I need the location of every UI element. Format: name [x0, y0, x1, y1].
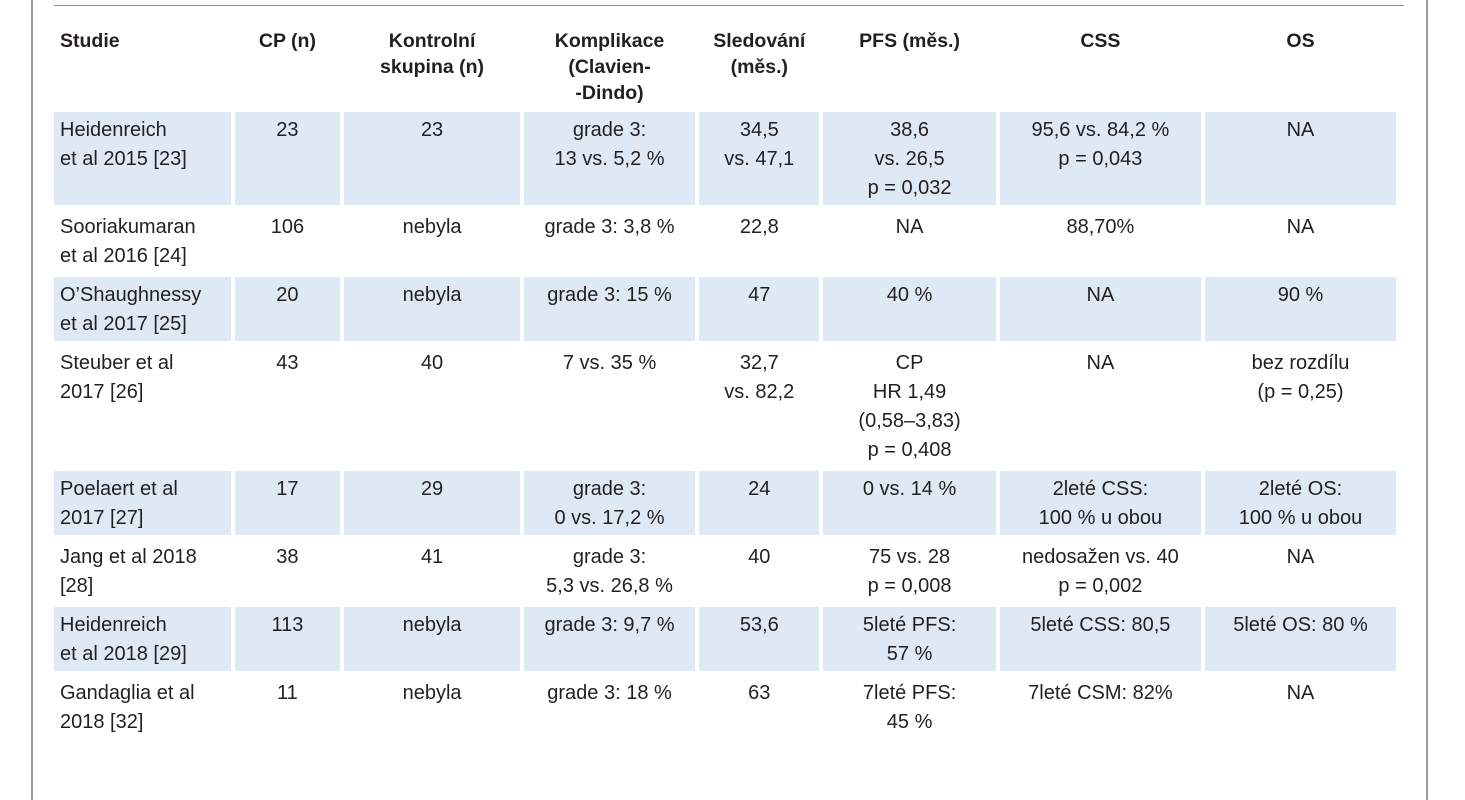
cell-complications: 7 vs. 35 %	[562, 352, 657, 374]
cell-cp: 17	[234, 471, 341, 535]
cell-complications: grade 3: 5,3 vs. 26,8 %	[546, 546, 673, 597]
cell-study: Heidenreich et al 2018 [29]	[54, 607, 231, 671]
cell-os: 2leté OS: 100 % u obou	[1205, 471, 1396, 535]
table-top-rule	[54, 5, 1404, 6]
cell-study: Gandaglia et al 2018 [32]	[60, 682, 195, 733]
cell-pfs: NA	[895, 216, 924, 238]
cell-complications: grade 3: 3,8 %	[544, 216, 675, 238]
cell-os: 5leté OS: 80 %	[1205, 607, 1396, 671]
cell-followup: 24	[699, 471, 820, 535]
header-row: Studie CP (n) Kontrolní skupina (n) Komp…	[54, 22, 1396, 108]
cell-os: NA	[1286, 216, 1315, 238]
cell-control: 29	[344, 471, 520, 535]
cell-os: bez rozdílu (p = 0,25)	[1251, 352, 1350, 403]
cell-followup: 47	[699, 277, 820, 341]
cell-cp: 20	[234, 277, 341, 341]
table-row: Heidenreich et al 2015 [23] 23 23 grade …	[54, 112, 1396, 205]
left-border-line	[31, 0, 33, 800]
cell-cp: 113	[234, 607, 341, 671]
cell-css: NA	[999, 277, 1201, 341]
cell-css: 95,6 vs. 84,2 % p = 0,043	[999, 112, 1201, 205]
cell-study: Jang et al 2018 [28]	[60, 546, 197, 597]
cell-pfs: 0 vs. 14 %	[823, 471, 996, 535]
table-row: Jang et al 2018 [28] 38 41 grade 3: 5,3 …	[54, 539, 1396, 603]
table-row: Gandaglia et al 2018 [32] 11 nebyla grad…	[54, 675, 1396, 739]
studies-table: Studie CP (n) Kontrolní skupina (n) Komp…	[50, 18, 1400, 743]
header-os: OS	[1286, 30, 1315, 52]
header-control-group: Kontrolní skupina (n)	[380, 30, 485, 78]
cell-control: nebyla	[344, 607, 520, 671]
cell-followup: 34,5 vs. 47,1	[699, 112, 820, 205]
cell-cp: 11	[277, 682, 298, 704]
cell-study: Steuber et al 2017 [26]	[60, 352, 174, 403]
header-cp: CP (n)	[258, 30, 316, 52]
cell-followup: 22,8	[739, 216, 779, 238]
cell-followup: 32,7 vs. 82,2	[724, 352, 795, 403]
cell-complications: grade 3: 13 vs. 5,2 %	[523, 112, 696, 205]
cell-study: Heidenreich et al 2015 [23]	[54, 112, 231, 205]
cell-complications: grade 3: 18 %	[547, 682, 672, 704]
cell-css: 88,70%	[1066, 216, 1135, 238]
cell-pfs: 38,6 vs. 26,5 p = 0,032	[823, 112, 996, 205]
cell-os: NA	[1205, 112, 1396, 205]
header-study: Studie	[60, 30, 120, 52]
cell-css: NA	[1086, 352, 1115, 374]
cell-complications: grade 3: 15 %	[523, 277, 696, 341]
header-followup: Sledování (měs.)	[713, 30, 806, 78]
header-pfs: PFS (měs.)	[859, 30, 960, 52]
right-border-line	[1426, 0, 1428, 800]
cell-css: 5leté CSS: 80,5	[999, 607, 1201, 671]
cell-followup: 40	[748, 546, 771, 568]
cell-os: NA	[1286, 546, 1315, 568]
cell-followup: 53,6	[699, 607, 820, 671]
cell-control: nebyla	[402, 682, 462, 704]
cell-control: 41	[420, 546, 444, 568]
cell-control: nebyla	[402, 216, 462, 238]
cell-os: 90 %	[1205, 277, 1396, 341]
cell-study: O’Shaughnessy et al 2017 [25]	[54, 277, 231, 341]
table-row: Sooriakumaran et al 2016 [24] 106 nebyla…	[54, 209, 1396, 273]
cell-cp: 106	[270, 216, 305, 238]
cell-os: NA	[1286, 682, 1315, 704]
cell-study: Poelaert et al 2017 [27]	[54, 471, 231, 535]
cell-pfs: 5leté PFS: 57 %	[823, 607, 996, 671]
cell-cp: 43	[276, 352, 299, 374]
cell-css: nedosažen vs. 40 p = 0,002	[1022, 546, 1179, 597]
cell-control: 23	[344, 112, 520, 205]
cell-css: 2leté CSS: 100 % u obou	[999, 471, 1201, 535]
table-row: Poelaert et al 2017 [27] 17 29 grade 3: …	[54, 471, 1396, 535]
cell-followup: 63	[748, 682, 771, 704]
cell-pfs: 7leté PFS: 45 %	[862, 682, 957, 733]
cell-complications: grade 3: 0 vs. 17,2 %	[523, 471, 696, 535]
cell-pfs: 40 %	[823, 277, 996, 341]
cell-control: nebyla	[344, 277, 520, 341]
header-css: CSS	[1080, 30, 1121, 52]
cell-study: Sooriakumaran et al 2016 [24]	[60, 216, 196, 267]
cell-control: 40	[420, 352, 444, 374]
table-row: Heidenreich et al 2018 [29] 113 nebyla g…	[54, 607, 1396, 671]
cell-css: 7leté CSM: 82%	[1028, 682, 1173, 704]
cell-pfs: 75 vs. 28 p = 0,008	[867, 546, 952, 597]
cell-complications: grade 3: 9,7 %	[523, 607, 696, 671]
table-row: O’Shaughnessy et al 2017 [25] 20 nebyla …	[54, 277, 1396, 341]
cell-cp: 23	[234, 112, 341, 205]
cell-pfs: CP HR 1,49 (0,58–3,83) p = 0,408	[858, 352, 961, 461]
cell-cp: 38	[276, 546, 299, 568]
table-row: Steuber et al 2017 [26] 43 40 7 vs. 35 %…	[54, 345, 1396, 467]
header-complications: Komplikace (Clavien- -Dindo)	[554, 30, 665, 104]
